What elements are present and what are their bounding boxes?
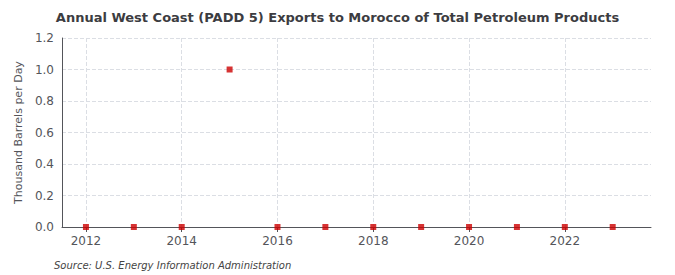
svg-text:Annual West Coast (PADD 5) Exp: Annual West Coast (PADD 5) Exports to Mo… <box>56 10 620 25</box>
svg-text:1.0: 1.0 <box>35 63 54 77</box>
svg-text:Source: U.S. Energy Informatio: Source: U.S. Energy Information Administ… <box>54 260 291 271</box>
svg-text:0.0: 0.0 <box>35 220 54 234</box>
svg-text:2022: 2022 <box>550 234 581 248</box>
svg-text:Thousand Barrels per Day: Thousand Barrels per Day <box>12 61 25 205</box>
svg-text:0.8: 0.8 <box>35 94 54 108</box>
svg-text:2020: 2020 <box>454 234 485 248</box>
svg-text:0.4: 0.4 <box>35 157 54 171</box>
svg-text:2018: 2018 <box>358 234 389 248</box>
svg-text:2016: 2016 <box>262 234 293 248</box>
svg-text:2014: 2014 <box>166 234 197 248</box>
svg-text:2012: 2012 <box>71 234 102 248</box>
svg-text:0.2: 0.2 <box>35 189 54 203</box>
svg-text:0.6: 0.6 <box>35 126 54 140</box>
svg-text:1.2: 1.2 <box>35 31 54 45</box>
